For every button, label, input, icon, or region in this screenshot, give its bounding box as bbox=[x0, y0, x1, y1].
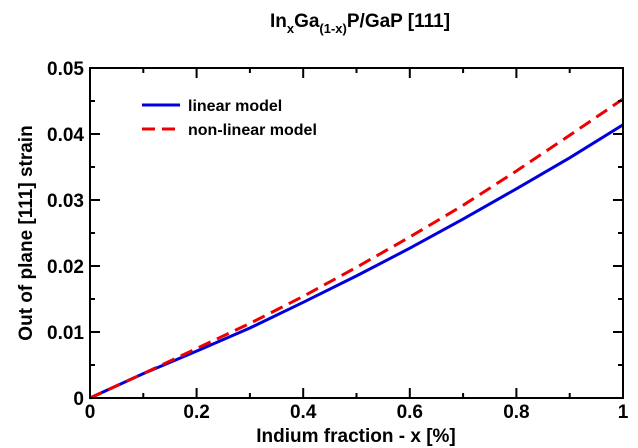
y-tick-label: 0.05 bbox=[47, 59, 84, 80]
legend: linear model non-linear model bbox=[142, 98, 317, 139]
x-tick-label: 0.8 bbox=[503, 402, 529, 423]
title-part: (1-x) bbox=[319, 21, 346, 36]
x-tick-label: 0.2 bbox=[183, 402, 209, 423]
series-line-0 bbox=[89, 123, 624, 400]
x-tick-label: 1 bbox=[618, 402, 629, 423]
y-tick-label: 0.01 bbox=[47, 323, 84, 344]
title-part: Ga bbox=[294, 11, 320, 32]
title-part: In bbox=[270, 11, 287, 32]
x-tick-label: 0.6 bbox=[397, 402, 423, 423]
y-tick-label: 0.02 bbox=[47, 257, 84, 278]
y-axis-label: Out of plane [111] strain bbox=[16, 125, 37, 340]
legend-label-0: linear model bbox=[188, 98, 282, 115]
x-axis-label: Indium fraction - x [%] bbox=[256, 426, 456, 447]
y-tick-label: 0 bbox=[73, 389, 84, 410]
title-part: x bbox=[287, 21, 295, 36]
chart-title: InxGa(1-x)P/GaP [111] bbox=[270, 11, 450, 36]
y-tick-label: 0.03 bbox=[47, 191, 84, 212]
x-tick-label: 0.4 bbox=[290, 402, 317, 423]
axis-ticks: 0 0.2 0.4 0.6 0.8 1 0 0.01 0.02 0.03 0.04 0.05 bbox=[47, 59, 629, 423]
title-part: P/GaP [111] bbox=[347, 11, 450, 32]
plot-area bbox=[89, 97, 624, 400]
series-line-1 bbox=[89, 97, 624, 400]
plot-frame bbox=[89, 67, 624, 399]
legend-label-1: non-linear model bbox=[188, 122, 317, 139]
y-tick-label: 0.04 bbox=[47, 125, 84, 146]
x-tick-label: 0 bbox=[85, 402, 96, 423]
